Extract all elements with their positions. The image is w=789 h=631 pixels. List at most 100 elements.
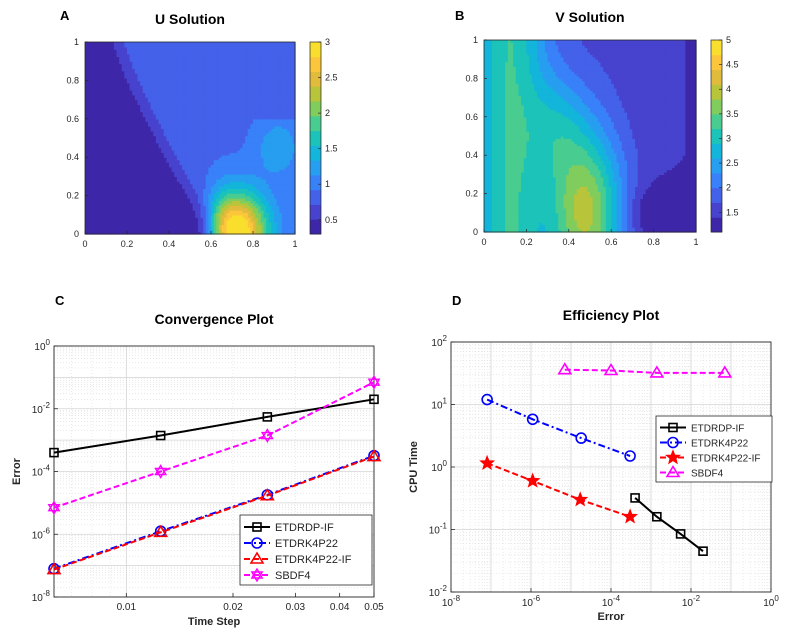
x-tick-label: 0.2: [520, 237, 533, 247]
colorbar-segment: [310, 56, 321, 73]
x-axis-label: Error: [598, 611, 626, 623]
data-point: [49, 447, 59, 458]
heatmap-b: V Solution 0 0.2 0.4 0.6 0.8 1 0 0.2 0.4 0.6 0.8 1 1.…: [465, 9, 738, 247]
lineplot-d: Efficiency Plot Error CPU Time 10-2 10-1 100 1…: [408, 307, 779, 623]
y-tick-label: 10-4: [32, 464, 51, 479]
y-tick-label: 0.4: [465, 150, 478, 160]
y-axis-label: Error: [11, 457, 23, 485]
colorbar-tick-label: 0.5: [325, 215, 338, 225]
colorbar-tick-label: 1.5: [726, 207, 739, 217]
data-point: [153, 524, 169, 538]
series-etdrdp-if: [630, 493, 708, 556]
y-tick-label: 0.4: [66, 152, 79, 162]
legend-marker: [250, 567, 264, 583]
x-tick-label: 0: [481, 237, 486, 247]
colorbar-segment: [711, 69, 722, 85]
data-point: [649, 365, 665, 378]
data-point: [572, 491, 589, 507]
data-point: [526, 413, 539, 426]
series-etdrdp-if: [49, 394, 379, 458]
legend-marker: [665, 464, 681, 478]
x-tick-label: 0.4: [163, 239, 176, 249]
colorbar-segment: [310, 189, 321, 205]
legend-label: SBDF4: [691, 469, 724, 480]
y-tick-label: 10-6: [32, 526, 51, 541]
data-point: [260, 428, 274, 443]
colorbar-segment: [310, 101, 321, 117]
colorbar-tick-label: 3.5: [726, 109, 739, 119]
x-axis-label: Time Step: [188, 616, 241, 628]
colorbar-tick-label: 3: [325, 37, 330, 47]
legend-marker: [668, 422, 678, 433]
legend: ETDRDP-IF ETDRK4P22 ETDRK4P22-IF SBDF4: [239, 514, 373, 586]
colorbar-tick-label: 1: [325, 179, 330, 189]
legend-marker: [249, 551, 265, 564]
data-point: [481, 393, 493, 406]
colorbar-segment: [310, 115, 321, 132]
y-tick-label: 0.2: [465, 189, 478, 199]
y-tick-label: 101: [431, 397, 447, 412]
y-tick-label: 10-2: [32, 401, 51, 416]
plot-frame: [483, 39, 697, 233]
colorbar-segment: [711, 84, 722, 100]
colorbar-tick-label: 3: [726, 133, 731, 143]
y-tick-label: 0: [74, 229, 79, 239]
x-tick-label: 10-6: [522, 594, 541, 609]
colorbar-segment: [310, 86, 321, 102]
series-line: [564, 368, 725, 374]
x-tick-label: 0.6: [205, 239, 218, 249]
grid: [54, 346, 375, 598]
data-point: [557, 362, 573, 375]
y-tick-label: 0.8: [465, 73, 478, 83]
chart-title: U Solution: [155, 11, 225, 27]
data-point: [367, 374, 381, 390]
series-line: [53, 381, 375, 509]
series-line: [634, 497, 704, 552]
y-tick-label: 10-2: [429, 584, 448, 599]
y-tick-label: 100: [34, 338, 50, 353]
y-axis-label: CPU Time: [408, 441, 420, 493]
data-point: [624, 450, 636, 462]
colorbar-tick-label: 2: [726, 183, 731, 193]
colorbar-segment: [711, 172, 722, 189]
panel-label-d: D: [452, 293, 461, 308]
colorbar-segment: [310, 174, 321, 191]
x-tick-label: 0.8: [647, 237, 660, 247]
series-etdrk4p22-if: [479, 454, 639, 524]
data-point: [698, 546, 708, 556]
colorbar-segment: [711, 113, 722, 130]
x-tick-label: 100: [763, 594, 779, 609]
data-point: [47, 500, 61, 516]
series-line: [486, 462, 631, 518]
data-point: [479, 454, 496, 471]
data-point: [262, 412, 273, 422]
panel-label-b: B: [455, 8, 464, 23]
colorbar-segment: [310, 130, 321, 146]
x-tick-label: 0.03: [286, 602, 306, 613]
colorbar-tick-label: 4.5: [726, 60, 739, 70]
y-tick-label: 102: [431, 334, 447, 349]
data-point: [652, 511, 662, 522]
colorbar: 0.5 1 1.5 2 2.5 3: [309, 37, 338, 235]
colorbar-tick-label: 1.5: [325, 144, 338, 154]
series-etdrk4p22-if: [46, 448, 382, 575]
y-tick-label: 100: [431, 459, 447, 474]
y-tick-label: 10-1: [429, 522, 448, 537]
y-tick-label: 0: [473, 227, 478, 237]
data-point: [46, 561, 62, 575]
x-tick-label: 0.02: [223, 602, 243, 613]
colorbar-segment: [711, 202, 722, 218]
colorbar-tick-label: 5: [726, 35, 731, 45]
y-tick-label: 0.6: [66, 114, 79, 124]
chart-title: Convergence Plot: [154, 311, 273, 327]
y-tick-label: 0.6: [465, 112, 478, 122]
legend-marker: [664, 449, 682, 465]
data-point: [155, 430, 166, 441]
legend-label: ETDRK4P22: [691, 439, 749, 450]
panel-label-a: A: [60, 8, 70, 23]
x-tick-label: 0.4: [563, 237, 576, 247]
series-etdrk4p22: [481, 393, 636, 462]
legend-label: SBDF4: [275, 570, 310, 582]
